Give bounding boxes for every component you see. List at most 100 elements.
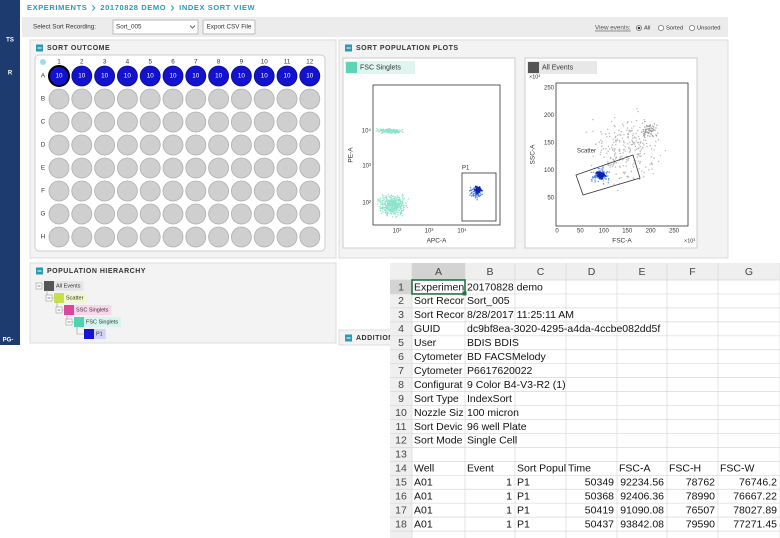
well[interactable] <box>71 203 93 225</box>
well[interactable] <box>253 226 275 248</box>
well[interactable] <box>117 180 138 202</box>
well[interactable] <box>94 157 115 179</box>
well[interactable] <box>162 180 184 202</box>
well[interactable] <box>162 134 184 156</box>
well[interactable] <box>253 111 275 133</box>
well[interactable] <box>94 180 115 202</box>
well[interactable] <box>48 65 70 87</box>
well[interactable] <box>185 111 207 133</box>
well[interactable] <box>162 226 184 248</box>
well[interactable] <box>185 157 207 179</box>
well[interactable] <box>162 111 184 133</box>
well[interactable] <box>162 203 184 225</box>
well[interactable] <box>276 134 298 156</box>
well[interactable] <box>208 226 230 248</box>
well[interactable] <box>48 88 70 110</box>
well[interactable] <box>94 134 115 156</box>
well[interactable] <box>48 180 70 202</box>
well[interactable] <box>185 88 207 110</box>
node-label-bg[interactable] <box>74 305 112 315</box>
well[interactable] <box>253 65 275 87</box>
well[interactable] <box>276 157 298 179</box>
well[interactable] <box>48 203 70 225</box>
well[interactable] <box>299 111 321 133</box>
well[interactable] <box>162 157 184 179</box>
well[interactable] <box>230 157 252 179</box>
well[interactable] <box>139 65 161 87</box>
well[interactable] <box>185 65 207 87</box>
well[interactable] <box>253 134 275 156</box>
well[interactable] <box>299 203 321 225</box>
well[interactable] <box>117 203 138 225</box>
well[interactable] <box>276 88 298 110</box>
well[interactable] <box>117 226 138 248</box>
well[interactable] <box>71 180 93 202</box>
well[interactable] <box>299 157 321 179</box>
well[interactable] <box>139 88 161 110</box>
well[interactable] <box>253 88 275 110</box>
node-label-bg[interactable] <box>94 329 106 339</box>
node-label-bg[interactable] <box>84 317 122 327</box>
well[interactable] <box>299 180 321 202</box>
well[interactable] <box>139 203 161 225</box>
selected-cell[interactable] <box>411 279 466 295</box>
well[interactable] <box>117 88 138 110</box>
radio[interactable] <box>658 24 665 31</box>
well[interactable] <box>117 65 138 87</box>
well[interactable] <box>94 111 115 133</box>
well[interactable] <box>71 111 93 133</box>
well[interactable] <box>94 203 115 225</box>
well[interactable] <box>253 180 275 202</box>
well[interactable] <box>139 134 161 156</box>
well[interactable] <box>117 111 138 133</box>
breadcrumb-item[interactable]: EXPERIMENTS <box>27 3 87 12</box>
well[interactable] <box>185 203 207 225</box>
well[interactable] <box>276 203 298 225</box>
well[interactable] <box>276 65 298 87</box>
well[interactable] <box>162 88 184 110</box>
node-label-bg[interactable] <box>64 293 87 303</box>
well[interactable] <box>230 134 252 156</box>
well[interactable] <box>48 134 70 156</box>
well[interactable] <box>139 111 161 133</box>
well[interactable] <box>299 88 321 110</box>
well[interactable] <box>185 134 207 156</box>
node-label-bg[interactable] <box>54 281 84 291</box>
well[interactable] <box>48 226 70 248</box>
well[interactable] <box>208 203 230 225</box>
well[interactable] <box>94 88 115 110</box>
well[interactable] <box>299 65 321 87</box>
select-box[interactable] <box>112 19 199 35</box>
well[interactable] <box>117 157 138 179</box>
well[interactable] <box>139 157 161 179</box>
well[interactable] <box>230 65 252 87</box>
well[interactable] <box>48 111 70 133</box>
well[interactable] <box>253 157 275 179</box>
well[interactable] <box>162 65 184 87</box>
well[interactable] <box>208 111 230 133</box>
well[interactable] <box>276 226 298 248</box>
well[interactable] <box>94 226 115 248</box>
well[interactable] <box>230 180 252 202</box>
plot-tab[interactable] <box>345 61 415 74</box>
well[interactable] <box>94 65 115 87</box>
well[interactable] <box>253 203 275 225</box>
well[interactable] <box>139 226 161 248</box>
well[interactable] <box>117 134 138 156</box>
well[interactable] <box>71 226 93 248</box>
well[interactable] <box>230 88 252 110</box>
well[interactable] <box>230 111 252 133</box>
well[interactable] <box>71 88 93 110</box>
well[interactable] <box>185 226 207 248</box>
well[interactable] <box>71 134 93 156</box>
well[interactable] <box>208 88 230 110</box>
well[interactable] <box>230 203 252 225</box>
well[interactable] <box>299 226 321 248</box>
well[interactable] <box>299 134 321 156</box>
breadcrumb-item[interactable]: 20170828 DEMO <box>100 3 166 12</box>
well[interactable] <box>276 180 298 202</box>
export-button[interactable] <box>202 19 256 35</box>
well[interactable] <box>208 180 230 202</box>
well[interactable] <box>48 157 70 179</box>
well[interactable] <box>208 65 230 87</box>
